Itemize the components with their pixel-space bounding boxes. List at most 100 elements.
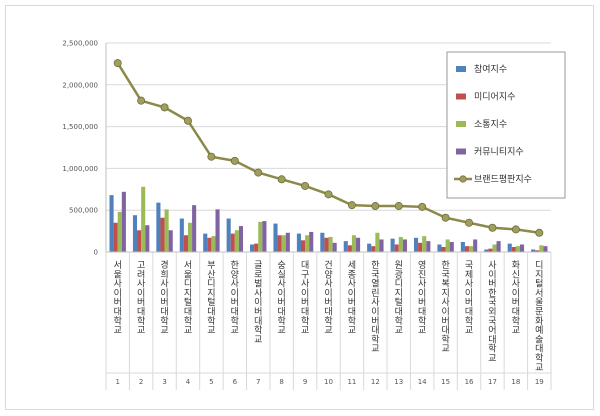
y-axis: 0 500,000 1,000,000 1,500,000 2,000,000 2,500…	[62, 40, 107, 257]
x-category-number: 1	[115, 378, 119, 386]
bar	[132, 215, 138, 252]
bar	[511, 246, 516, 252]
bar	[296, 233, 301, 252]
x-axis: 서 울 사 이 버 대 학 교 1 고 려 사 이 버 대 학 교 2 경 희 사 이 버 대 학 교 3 서 울 디 지 털 대 학 교 4 부 산 디 지…	[105, 251, 552, 390]
x-category-number: 6	[233, 378, 238, 386]
legend-swatch	[456, 93, 466, 100]
chart-svg: 0 500,000 1,000,000 1,500,000 2,000,000 2,500…	[62, 40, 566, 390]
x-category-number: 10	[324, 378, 333, 386]
x-category-number: 18	[511, 378, 520, 386]
legend-label: 소통지수	[474, 119, 507, 130]
x-category-number: 19	[535, 378, 544, 386]
bar	[141, 186, 146, 252]
bar	[437, 244, 442, 252]
bar	[515, 246, 520, 252]
x-category-number: 2	[139, 378, 143, 386]
legend-swatch	[456, 66, 466, 72]
bar	[145, 225, 150, 252]
bar	[168, 230, 173, 252]
bar	[445, 239, 450, 252]
bar	[305, 235, 310, 252]
bar-series	[109, 186, 548, 252]
x-category-number: 14	[418, 378, 427, 386]
legend-swatch	[456, 121, 466, 127]
line-marker	[371, 202, 380, 211]
line-marker	[301, 181, 310, 190]
bar	[277, 235, 282, 252]
bar	[324, 237, 329, 252]
bar	[379, 239, 384, 252]
bar	[535, 250, 540, 252]
line-series	[113, 59, 544, 237]
line-marker	[347, 201, 356, 210]
bar	[343, 241, 348, 252]
x-category-number: 12	[371, 378, 380, 386]
bar	[211, 236, 216, 252]
x-category-number: 7	[256, 378, 260, 386]
bar	[398, 236, 403, 252]
line-marker	[137, 96, 146, 105]
bar	[300, 240, 306, 252]
bar	[179, 218, 184, 252]
bar	[413, 237, 419, 252]
bar	[156, 202, 161, 252]
bar	[109, 195, 114, 252]
bar	[507, 243, 512, 252]
line-marker	[511, 225, 520, 234]
y-tick-label: 0	[94, 249, 98, 257]
line-marker	[441, 213, 450, 222]
line-marker	[465, 218, 474, 227]
bar	[531, 249, 536, 252]
bar	[203, 233, 208, 252]
bar	[121, 191, 126, 252]
bar	[238, 226, 244, 252]
bar	[464, 246, 470, 252]
bar	[273, 223, 278, 252]
bar	[367, 243, 372, 252]
bar	[496, 241, 501, 252]
bar	[332, 242, 337, 252]
bar	[473, 239, 478, 252]
legend-box	[446, 51, 566, 199]
bar	[215, 209, 220, 252]
line-marker	[488, 223, 497, 232]
bar	[226, 218, 231, 252]
bar	[309, 231, 314, 252]
bar	[539, 245, 544, 252]
bar	[371, 246, 376, 252]
bar	[164, 209, 169, 252]
x-category-number: 13	[394, 378, 403, 386]
bar	[328, 236, 333, 252]
bar	[449, 241, 454, 252]
bar	[137, 230, 142, 252]
bar	[351, 235, 357, 252]
bar	[394, 244, 399, 252]
bar	[262, 221, 267, 252]
x-category-number: 4	[186, 378, 191, 386]
bar	[488, 248, 493, 252]
line-marker	[394, 202, 403, 211]
line-marker	[254, 168, 263, 177]
y-tick-label: 2,500,000	[62, 40, 98, 48]
chart-frame: 0 500,000 1,000,000 1,500,000 2,000,000 2,500…	[5, 5, 594, 410]
bar	[230, 233, 235, 252]
x-category-number: 9	[303, 378, 307, 386]
bar	[441, 246, 446, 252]
bar	[320, 232, 325, 252]
line-marker	[207, 152, 216, 161]
line-marker	[113, 59, 122, 68]
bar	[492, 244, 497, 252]
bar	[117, 211, 122, 252]
